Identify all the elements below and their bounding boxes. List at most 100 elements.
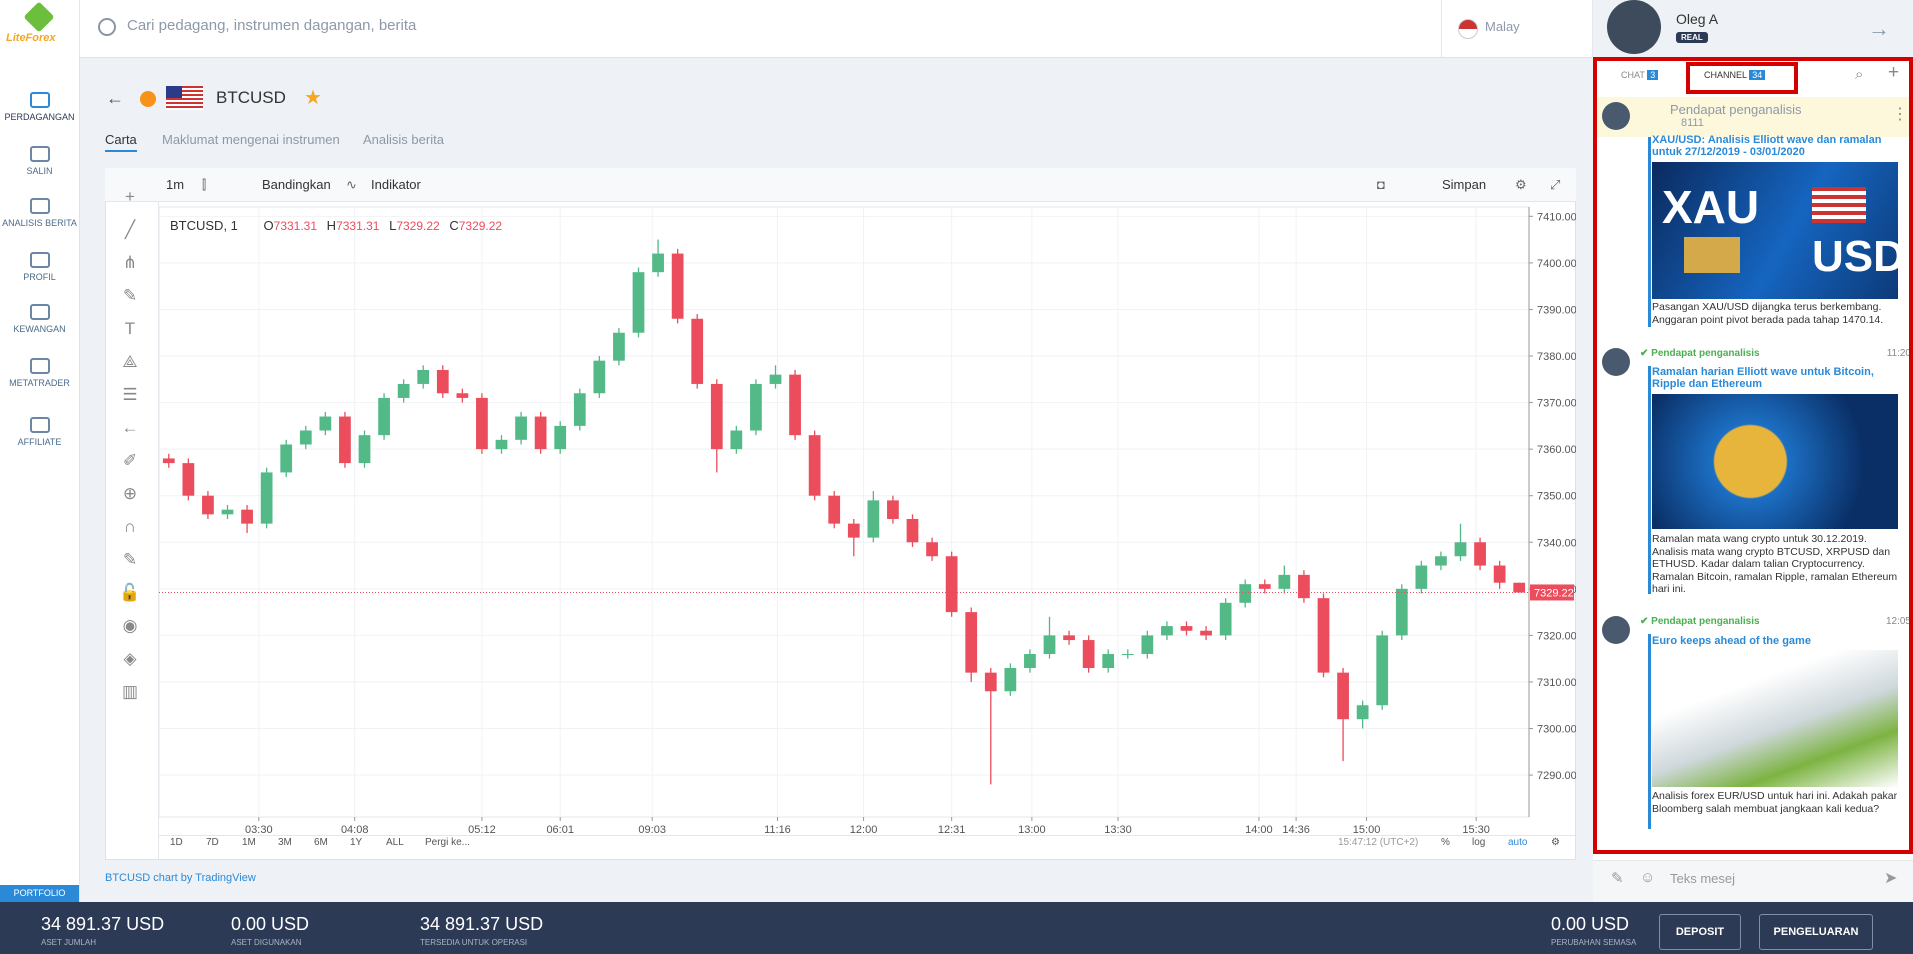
nav-item[interactable]: KEWANGAN [0, 304, 79, 334]
range-button[interactable]: 3M [278, 837, 292, 848]
credit-link[interactable]: BTCUSD chart by TradingView [105, 872, 256, 884]
tab[interactable]: Carta [105, 132, 137, 152]
brand[interactable]: LiteForex [6, 32, 56, 44]
x-tick-label: 14:36 [1282, 824, 1310, 835]
message-title[interactable]: Ramalan harian Elliott wave untuk Bitcoi… [1652, 366, 1874, 390]
nav-label: METATRADER [9, 378, 70, 388]
settings-button[interactable]: ⚙ [1515, 177, 1527, 192]
candle-body [397, 383, 410, 398]
fullscreen-button[interactable]: ⤢ [1550, 177, 1561, 192]
y-tick-label: 7360.00 [1537, 444, 1576, 456]
x-tick-label: 12:31 [938, 824, 966, 835]
back-button[interactable]: ← [106, 88, 124, 108]
chart-toolbar [105, 168, 1576, 202]
channel-menu[interactable]: ⋮ [1892, 106, 1908, 123]
tab-count: 34 [1749, 70, 1766, 80]
x-tick-label: 03:30 [245, 824, 273, 835]
panel-tab[interactable]: CHAT 3 [1621, 70, 1659, 80]
channel-avatar [1602, 102, 1630, 130]
portfolio-tab[interactable]: PORTFOLIO [0, 885, 79, 902]
nav-item[interactable]: AFFILIATE [0, 417, 79, 447]
message-image[interactable]: XAU USD [1652, 162, 1905, 299]
candle-body [476, 397, 488, 450]
save-button[interactable]: Simpan [1442, 177, 1487, 192]
y-tick-label: 7390.00 [1537, 304, 1576, 316]
legend-key: H [326, 218, 337, 233]
candle-body [984, 672, 997, 692]
goto-button[interactable]: Pergi ke... [425, 837, 471, 848]
language[interactable]: Malay [1485, 19, 1520, 34]
tab[interactable]: Maklumat mengenai instrumen [162, 132, 340, 147]
log-toggle[interactable]: log [1472, 837, 1486, 848]
range-button[interactable]: 1D [170, 837, 183, 848]
candle-body [534, 416, 547, 450]
stat-value: 0.00 USD [231, 914, 310, 934]
image-text: USD [1812, 232, 1905, 281]
message-input[interactable]: Teks mesej [1670, 871, 1736, 886]
candle-body [1239, 584, 1252, 603]
emoji-icon[interactable]: ☺ [1640, 869, 1656, 886]
x-tick-label: 15:30 [1462, 824, 1490, 835]
logout-button[interactable] [1851, 0, 1913, 57]
candle-body [573, 393, 586, 426]
nav-item[interactable]: ANALISIS BERITA [0, 198, 79, 228]
message-title[interactable]: XAU/USD: Analisis Elliott wave dan ramal… [1652, 134, 1882, 158]
plot-area [158, 206, 1530, 818]
search-input[interactable]: Cari pedagang, instrumen dagangan, berit… [127, 17, 417, 34]
range-button[interactable]: 7D [206, 837, 219, 848]
message-title[interactable]: Euro keeps ahead of the game [1652, 635, 1811, 647]
favorite-star[interactable]: ★ [304, 87, 322, 109]
range-button[interactable]: ALL [386, 837, 404, 848]
nav-item[interactable]: PERDAGANGAN [0, 92, 79, 122]
candle-body [378, 397, 390, 436]
chart-type-button[interactable]: ⫿ [202, 177, 207, 192]
candle-body [593, 360, 606, 394]
candle-body [260, 472, 273, 524]
stat-label: TERSEDIA UNTUK OPERASI [420, 938, 528, 947]
avatar[interactable] [1607, 0, 1661, 54]
range-button[interactable]: 1Y [350, 837, 363, 848]
last-price-box [1530, 584, 1574, 601]
legend-value: 7329.22 [458, 219, 503, 233]
panel-search[interactable]: ⌕ [1855, 66, 1864, 83]
nav-item[interactable]: METATRADER [0, 358, 79, 388]
candle-body [299, 430, 312, 445]
send-button[interactable]: ➤ [1884, 870, 1898, 887]
candle-body [1102, 654, 1115, 668]
candle-body [632, 272, 645, 333]
candle-body [808, 435, 821, 496]
withdraw-button[interactable]: PENGELUARAN [1759, 914, 1873, 950]
candle-body [436, 369, 449, 394]
tab[interactable]: Analisis berita [363, 132, 444, 147]
user-name[interactable]: Oleg A [1676, 11, 1719, 27]
candle-body [1121, 654, 1134, 656]
range-button[interactable]: 6M [314, 837, 328, 848]
compare-button[interactable]: Bandingkan [262, 177, 331, 192]
attach-icon[interactable]: ✎ [1611, 870, 1624, 887]
range-button[interactable]: 1M [242, 837, 256, 848]
nav-label: KEWANGAN [13, 324, 66, 334]
snapshot-button[interactable]: ◘ [1377, 177, 1385, 192]
indicator-button[interactable]: Indikator [371, 177, 421, 192]
nav-item[interactable]: SALIN [0, 146, 79, 176]
percent-toggle[interactable]: % [1441, 837, 1450, 848]
logout-icon: → [1868, 16, 1890, 41]
scale-settings[interactable]: ⚙ [1551, 837, 1560, 848]
candle-body [710, 383, 723, 450]
drawing-tools[interactable]: + ╱ ⋔ ✎ T ⟁ ☰ ← ✐ ⊕ ∩ ✎ 🔓 ◉ ◈ ▥ [119, 187, 141, 701]
channel-header [1596, 97, 1910, 137]
indicator-icon: ∿ [346, 177, 357, 192]
panel-tab[interactable]: CHANNEL 34 [1704, 70, 1766, 80]
auto-toggle[interactable]: auto [1508, 837, 1528, 848]
candle-body [1337, 672, 1349, 720]
message-text: Pasangan XAU/USD dijangka terus berkemba… [1652, 301, 1884, 326]
candle-body [965, 612, 978, 673]
message-image[interactable] [1652, 650, 1898, 787]
interval-button[interactable]: 1m [166, 177, 185, 192]
message-text: Analisis forex EUR/USD untuk hari ini. A… [1652, 790, 1898, 815]
legend-title: BTCUSD, 1 [170, 218, 238, 233]
message-image[interactable] [1652, 394, 1898, 529]
panel-add[interactable]: + [1888, 62, 1900, 83]
nav-item[interactable]: PROFIL [0, 252, 79, 282]
deposit-button[interactable]: DEPOSIT [1659, 914, 1741, 950]
